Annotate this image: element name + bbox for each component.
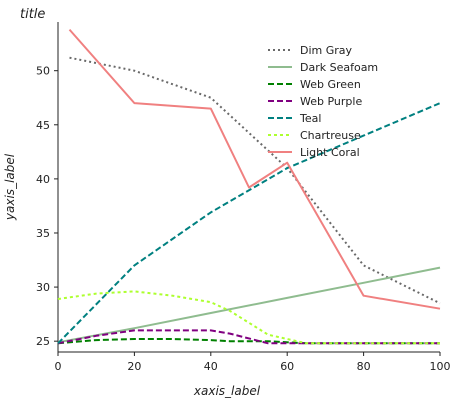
legend-label-light-coral: Light Coral — [300, 146, 360, 159]
series-line-teal — [57, 102, 441, 345]
y-tick-label: 25 — [36, 335, 50, 348]
series-line-dark-seafoam — [57, 266, 441, 344]
legend-label-web-green: Web Green — [300, 78, 361, 91]
x-tick-label: 100 — [430, 360, 451, 373]
x-tick-label: 0 — [55, 360, 62, 373]
x-tick-label: 60 — [280, 360, 294, 373]
legend: Dim Gray Dark Seafoam Web Green Web Purple T… — [268, 44, 378, 159]
x-tick-label: 80 — [357, 360, 371, 373]
y-tick-label: 35 — [36, 227, 50, 240]
series-line-web-green — [57, 338, 440, 345]
legend-label-teal: Teal — [299, 112, 321, 125]
y-axis-label: yaxis_label — [3, 153, 17, 221]
plot-area — [57, 28, 441, 345]
legend-label-dim-gray: Dim Gray — [300, 44, 353, 57]
legend-label-chartreuse: Chartreuse — [300, 129, 361, 142]
legend-label-web-purple: Web Purple — [300, 95, 362, 108]
x-tick-label: 40 — [204, 360, 218, 373]
chart-title: title — [20, 7, 45, 22]
series-line-dim-gray — [69, 56, 441, 305]
x-tick-label: 20 — [127, 360, 141, 373]
x-axis-label: xaxis_label — [193, 384, 261, 398]
series-line-web-purple — [57, 329, 440, 345]
series-line-chartreuse — [57, 290, 440, 345]
series-line-light-coral — [68, 28, 441, 310]
y-tick-label: 50 — [36, 65, 50, 78]
y-tick-label: 45 — [36, 119, 50, 132]
legend-label-dark-seafoam: Dark Seafoam — [300, 61, 378, 74]
y-tick-label: 30 — [36, 281, 50, 294]
axes: 25 30 35 40 45 50 0 20 40 60 80 100 — [36, 22, 451, 373]
y-tick-label: 40 — [36, 173, 50, 186]
